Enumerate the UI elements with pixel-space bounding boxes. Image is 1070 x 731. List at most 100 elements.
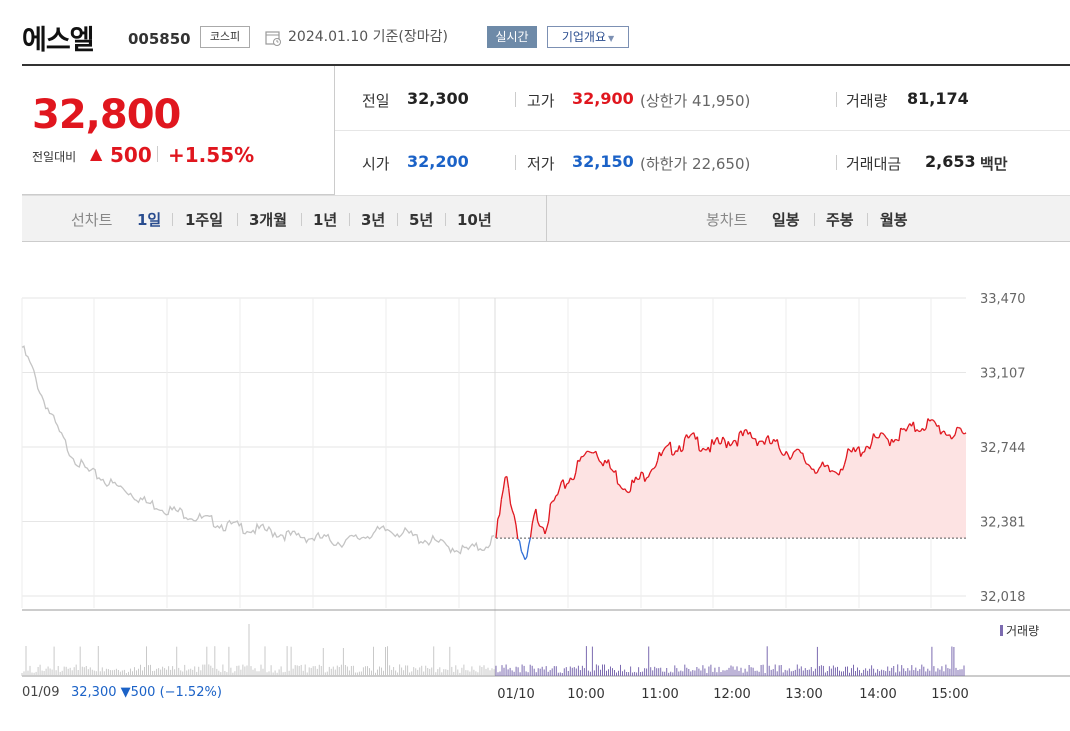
today-line-down: [528, 537, 532, 546]
today-line-up: [934, 422, 938, 427]
today-line-up: [622, 488, 626, 491]
today-line-up: [882, 432, 885, 436]
today-line-up: [575, 460, 579, 473]
today-line-up: [564, 483, 568, 489]
today-line-up: [598, 460, 602, 464]
today-line-up: [653, 465, 657, 469]
today-line-down: [520, 551, 524, 556]
x-tick-label: 14:00: [859, 687, 896, 702]
today-line-up: [912, 421, 916, 432]
today-line-up: [963, 432, 967, 435]
line-chart-label: 선차트: [71, 211, 113, 229]
today-area: [496, 418, 966, 539]
divider: [445, 213, 446, 226]
realtime-button[interactable]: 실시간: [487, 26, 537, 48]
today-line-up: [803, 459, 807, 465]
today-line-up: [495, 519, 499, 539]
today-line-up: [923, 427, 927, 432]
today-line-up: [500, 489, 504, 500]
today-line-up: [698, 449, 702, 452]
prev-close-value: 32,300: [407, 89, 469, 108]
today-line-up: [821, 461, 826, 468]
x-tick-label: 11:00: [641, 687, 678, 702]
today-line-up: [898, 428, 902, 441]
company-overview-dropdown[interactable]: 기업개요 ▼: [547, 26, 629, 48]
today-line-up: [809, 465, 813, 470]
today-line-up: [807, 463, 811, 467]
quote-summary: [22, 64, 1070, 196]
open-label: 시가: [362, 155, 390, 173]
today-line-up: [656, 451, 660, 461]
candle-daily[interactable]: 일봉: [772, 211, 800, 229]
amount-unit: 백만: [980, 155, 1008, 173]
candle-monthly[interactable]: 월봉: [880, 211, 908, 229]
today-line-up: [869, 443, 873, 450]
prev-day-line: [21, 345, 495, 555]
today-line-up: [925, 418, 929, 429]
today-line-up: [664, 445, 668, 449]
period-1d[interactable]: 1일: [137, 211, 162, 229]
stock-code: 005850: [128, 30, 191, 48]
y-tick-label: 32,018: [980, 590, 1026, 605]
period-1w[interactable]: 1주일: [185, 211, 224, 229]
today-line-up: [951, 436, 954, 440]
today-line-up: [680, 449, 684, 453]
today-line-up: [938, 425, 942, 435]
prev-day-date: 01/09: [22, 685, 60, 700]
today-line-up: [767, 435, 771, 444]
today-line-up: [843, 457, 847, 465]
today-line-up: [704, 448, 707, 451]
upper-limit: (상한가 41,950): [640, 92, 751, 110]
candle-weekly[interactable]: 주봉: [826, 211, 854, 229]
today-line-up: [829, 470, 833, 473]
today-line-up: [929, 419, 932, 422]
today-line-up: [845, 448, 849, 459]
divider: [157, 146, 158, 162]
today-line-up: [847, 448, 851, 451]
today-line-up: [689, 433, 693, 437]
today-line-up: [947, 434, 950, 437]
divider: [172, 213, 173, 226]
today-line-up: [949, 434, 953, 440]
today-line-up: [831, 469, 834, 472]
divider: [397, 213, 398, 226]
today-line-up: [647, 472, 651, 478]
divider: [301, 213, 302, 226]
today-line-up: [569, 477, 573, 481]
today-line-up: [785, 451, 789, 456]
today-line-up: [883, 434, 887, 439]
today-line-up: [642, 472, 646, 482]
divider: [237, 213, 238, 226]
x-tick-label: 01/10: [497, 687, 534, 702]
today-line-up: [547, 503, 552, 522]
today-line-up: [709, 439, 713, 453]
today-line-up: [720, 436, 724, 444]
today-line-up: [638, 471, 642, 480]
today-line-up: [841, 464, 846, 471]
today-line-up: [794, 448, 798, 452]
today-line-up: [615, 470, 619, 484]
today-line-up: [952, 434, 956, 438]
today-line-down: [518, 540, 523, 552]
today-line-up: [791, 451, 795, 458]
today-line-up: [812, 468, 817, 474]
today-line-up: [541, 526, 544, 529]
today-line-up: [751, 437, 754, 440]
today-line-up: [778, 447, 782, 453]
period-3m[interactable]: 3개월: [249, 211, 288, 229]
period-10y[interactable]: 10년: [457, 211, 492, 229]
today-line-up: [713, 439, 717, 445]
prev-day-close: 32,300 ▼500 (−1.52%): [71, 685, 222, 700]
today-line-up: [628, 490, 631, 494]
today-line-up: [802, 452, 806, 461]
today-line-up: [870, 433, 875, 444]
today-line-up: [793, 450, 796, 453]
period-3y[interactable]: 3년: [361, 211, 386, 229]
today-line-up: [722, 436, 726, 441]
today-line-up: [544, 527, 548, 535]
stock-name: 에스엘: [22, 25, 95, 56]
price-lines: [21, 345, 967, 561]
period-5y[interactable]: 5년: [409, 211, 434, 229]
period-1y[interactable]: 1년: [313, 211, 338, 229]
volume-legend: 거래량: [1000, 622, 1039, 639]
